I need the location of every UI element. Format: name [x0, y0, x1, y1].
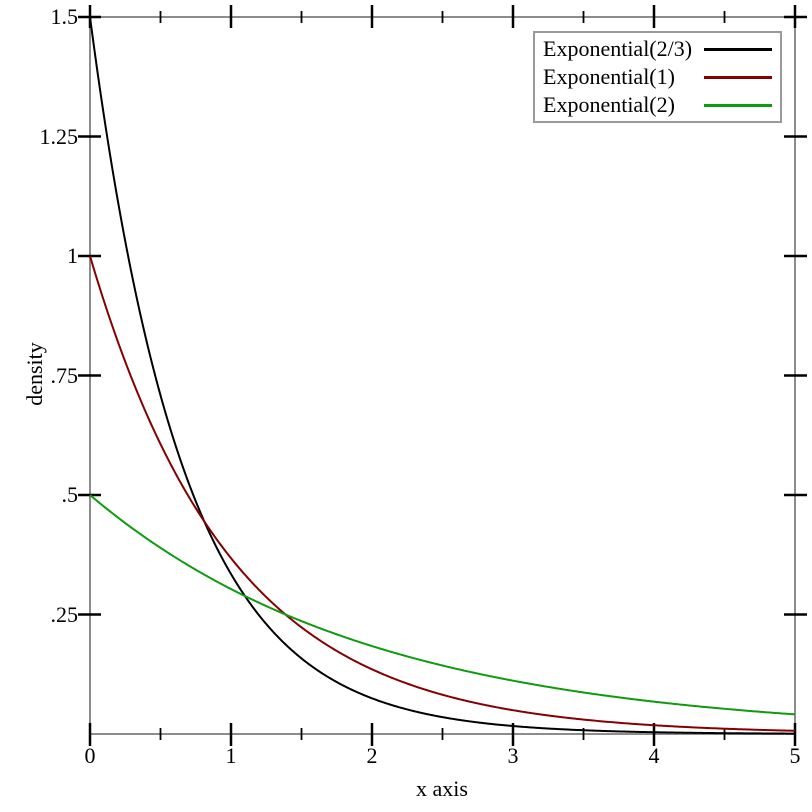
x-tick-label: 1 [225, 743, 237, 768]
x-axis-title: x axis [416, 776, 468, 801]
legend-line-swatch [704, 103, 772, 107]
curve-exponential-2- [89, 494, 796, 716]
legend-entry: Exponential(2/3) [543, 36, 772, 62]
curve-exponential-1- [89, 255, 796, 732]
curve-exponential-2-3- [89, 16, 795, 735]
x-tick-label: 5 [789, 743, 801, 768]
legend-entry-label: Exponential(2/3) [543, 36, 693, 61]
y-tick-label: 1 [67, 243, 78, 268]
legend-entry: Exponential(2) [543, 92, 772, 118]
y-tick-label: .75 [50, 362, 79, 388]
x-tick-label: 3 [507, 743, 519, 768]
y-tick-label: 1.25 [39, 123, 79, 149]
legend-line-swatch [704, 75, 772, 79]
legend-entry: Exponential(1) [543, 64, 772, 90]
x-tick-label: 4 [648, 743, 660, 768]
legend-line-swatch [704, 47, 772, 51]
legend: Exponential(2/3) Exponential(1) Exponentia… [533, 31, 782, 123]
x-tick-label: 0 [84, 743, 96, 768]
y-tick-label: 1.5 [50, 4, 79, 29]
x-tick-label: 2 [366, 743, 378, 768]
legend-entry-label: Exponential(2) [543, 92, 675, 117]
y-axis-title: density [22, 342, 47, 406]
y-tick-label: .25 [50, 601, 79, 627]
legend-entry-label: Exponential(1) [543, 64, 675, 89]
y-tick-label: .5 [61, 482, 79, 507]
